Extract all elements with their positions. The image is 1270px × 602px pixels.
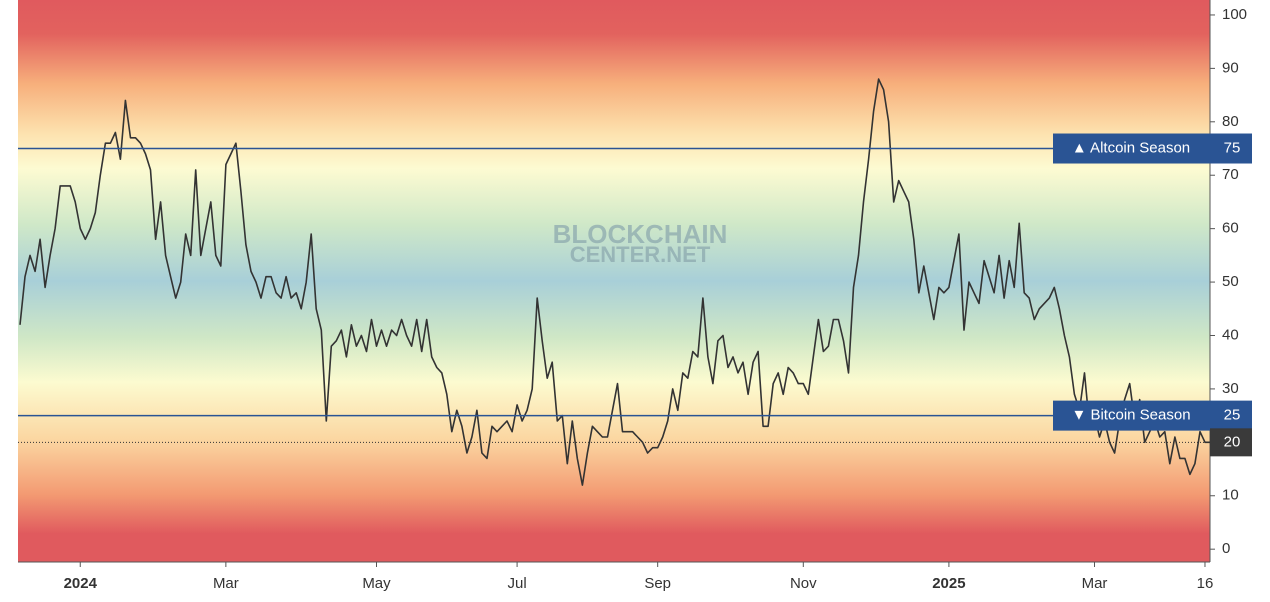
watermark: CENTER.NET xyxy=(570,242,711,267)
reference-value-box xyxy=(1210,400,1252,431)
x-tick-label: Sep xyxy=(644,575,671,592)
reference-label: ▼ Bitcoin Season xyxy=(1071,407,1190,424)
x-tick-label: Nov xyxy=(790,575,817,592)
reference-value: 75 xyxy=(1224,139,1241,156)
current-value-label: 20 xyxy=(1224,433,1241,450)
y-tick-label: 10 xyxy=(1222,487,1239,504)
y-tick-label: 100 xyxy=(1222,6,1247,23)
reference-label-box xyxy=(1053,133,1210,164)
y-tick-label: 80 xyxy=(1222,113,1239,130)
reference-label: ▲ Altcoin Season xyxy=(1072,139,1190,156)
y-tick-label: 50 xyxy=(1222,273,1239,290)
y-tick-label: 30 xyxy=(1222,380,1239,397)
x-tick-label: Jul xyxy=(507,575,526,592)
x-tick-label: Mar xyxy=(213,575,239,592)
x-tick-label: 16 xyxy=(1197,575,1214,592)
current-value-box xyxy=(1210,428,1252,457)
reference-value: 25 xyxy=(1224,407,1241,424)
x-tick-label: 2025 xyxy=(932,575,965,592)
y-tick-label: 70 xyxy=(1222,166,1239,183)
y-tick-label: 40 xyxy=(1222,326,1239,343)
reference-label-box xyxy=(1053,400,1210,431)
index-line xyxy=(19,78,1210,486)
plot-background xyxy=(18,0,1210,562)
y-tick-label: 0 xyxy=(1222,540,1230,557)
y-tick-label: 60 xyxy=(1222,220,1239,237)
watermark: BLOCKCHAIN xyxy=(553,219,728,249)
x-tick-label: Mar xyxy=(1082,575,1108,592)
reference-value-box xyxy=(1210,133,1252,164)
x-tick-label: 2024 xyxy=(64,575,98,592)
x-tick-label: May xyxy=(362,575,391,592)
y-tick-label: 90 xyxy=(1222,59,1239,76)
